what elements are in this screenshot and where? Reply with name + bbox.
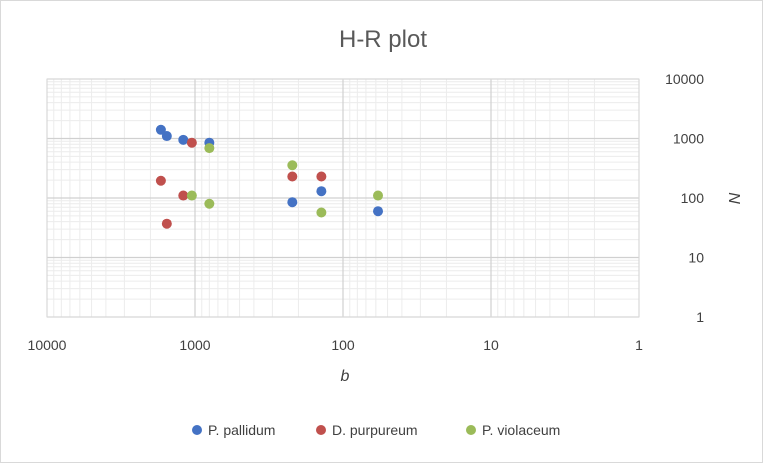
legend-marker-d-purpureum bbox=[316, 425, 326, 435]
x-tick-label: 10000 bbox=[28, 337, 67, 353]
data-point-p-violaceum bbox=[204, 198, 215, 209]
point-layer bbox=[155, 124, 384, 229]
data-point-d-purpureum bbox=[186, 137, 197, 148]
y-tick-label: 10 bbox=[688, 250, 704, 266]
legend-label-p-violaceum: P. violaceum bbox=[482, 422, 560, 438]
legend-marker-p-violaceum bbox=[466, 425, 476, 435]
data-point-p-pallidum bbox=[287, 197, 298, 208]
y-tick-label: 1000 bbox=[673, 131, 704, 147]
plot-area bbox=[46, 78, 640, 318]
data-point-p-violaceum bbox=[204, 143, 215, 154]
data-point-p-violaceum bbox=[287, 160, 298, 171]
data-point-p-violaceum bbox=[186, 190, 197, 201]
x-tick-label: 1 bbox=[635, 337, 643, 353]
legend: P. pallidum D. purpureum P. violaceum bbox=[192, 422, 560, 438]
legend-marker-p-pallidum bbox=[192, 425, 202, 435]
data-point-p-pallidum bbox=[178, 134, 189, 145]
data-point-p-pallidum bbox=[316, 186, 327, 197]
y-tick-label: 1 bbox=[696, 309, 704, 325]
legend-label-p-pallidum: P. pallidum bbox=[208, 422, 275, 438]
data-point-p-violaceum bbox=[316, 207, 327, 218]
tick-layer: 10000 1000 100 10 1 1 10 100 1000 10000 bbox=[28, 71, 705, 353]
data-point-p-pallidum bbox=[373, 206, 384, 217]
data-point-d-purpureum bbox=[287, 171, 298, 182]
x-axis-label: b bbox=[341, 368, 350, 385]
data-point-p-pallidum bbox=[155, 124, 166, 135]
y-tick-label: 100 bbox=[681, 190, 705, 206]
legend-label-d-purpureum: D. purpureum bbox=[332, 422, 418, 438]
chart-title: H-R plot bbox=[339, 26, 427, 53]
y-axis-label: N bbox=[725, 192, 742, 204]
x-tick-label: 100 bbox=[331, 337, 355, 353]
x-tick-label: 10 bbox=[483, 337, 499, 353]
data-point-p-pallidum bbox=[161, 131, 172, 142]
y-tick-label: 10000 bbox=[665, 71, 704, 87]
data-point-d-purpureum bbox=[178, 190, 189, 201]
grid-layer bbox=[46, 78, 640, 318]
data-point-p-violaceum bbox=[373, 190, 384, 201]
data-point-d-purpureum bbox=[161, 218, 172, 229]
x-tick-label: 1000 bbox=[179, 337, 210, 353]
data-point-d-purpureum bbox=[316, 171, 327, 182]
data-point-d-purpureum bbox=[155, 175, 166, 186]
